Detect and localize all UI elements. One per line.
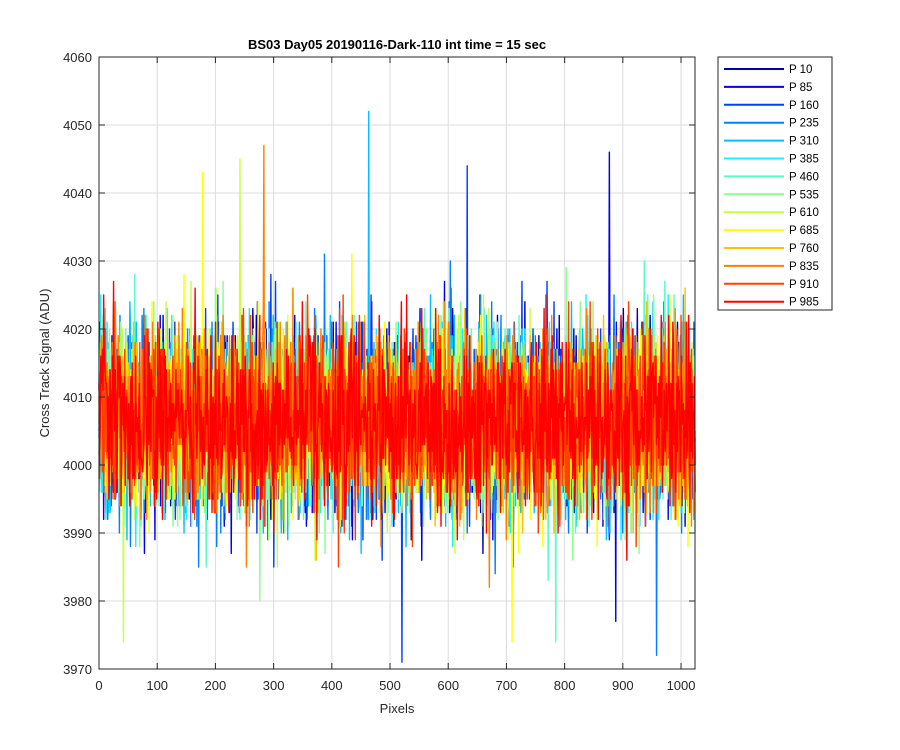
y-tick-label: 3980 (63, 594, 92, 609)
x-tick-label: 200 (205, 678, 227, 693)
axis-ticks: 0 100 200 300 400 500 600 700 800 900 1000 3970 3980… (63, 50, 695, 693)
x-tick-label: 100 (146, 678, 168, 693)
series-lines (98, 110, 696, 663)
legend-label: P 160 (789, 100, 819, 112)
y-tick-label: 4010 (63, 390, 92, 405)
legend-label: P 985 (789, 297, 819, 309)
y-tick-label: 4000 (63, 458, 92, 473)
x-tick-label: 900 (612, 678, 634, 693)
legend-label: P 535 (789, 189, 819, 201)
y-tick-label: 4030 (63, 254, 92, 269)
x-tick-label: 600 (437, 678, 459, 693)
legend-label: P 760 (789, 243, 819, 255)
series-line-p-985 (98, 280, 696, 561)
legend-label: P 310 (789, 136, 819, 148)
x-tick-label: 1000 (667, 678, 696, 693)
x-tick-label: 300 (263, 678, 285, 693)
y-axis-label: Cross Track Signal (ADU) (37, 289, 52, 438)
legend-label: P 10 (789, 64, 812, 76)
x-tick-label: 400 (321, 678, 343, 693)
y-tick-label: 4060 (63, 50, 92, 65)
chart-title: BS03 Day05 20190116-Dark-110 int time = … (248, 37, 546, 52)
y-tick-label: 3970 (63, 662, 92, 677)
x-axis-label: Pixels (380, 701, 415, 716)
x-tick-label: 500 (379, 678, 401, 693)
legend-label: P 610 (789, 207, 819, 219)
legend-label: P 910 (789, 279, 819, 291)
y-tick-label: 4050 (63, 118, 92, 133)
y-tick-label: 3990 (63, 526, 92, 541)
legend-label: P 835 (789, 261, 819, 273)
legend-label: P 460 (789, 171, 819, 183)
x-tick-label: 700 (496, 678, 518, 693)
y-tick-label: 4020 (63, 322, 92, 337)
y-tick-label: 4040 (63, 186, 92, 201)
legend-label: P 685 (789, 225, 819, 237)
legend-box (717, 56, 833, 311)
legend-label: P 385 (789, 154, 819, 166)
legend-label: P 235 (789, 118, 819, 130)
x-tick-label: 800 (554, 678, 576, 693)
legend-label: P 85 (789, 82, 812, 94)
plot-border (98, 56, 696, 670)
x-tick-label: 0 (95, 678, 102, 693)
legend: P 10 P 85 P 160 P 235 P 310 P 385 P 460 P 535 P … (717, 56, 833, 311)
